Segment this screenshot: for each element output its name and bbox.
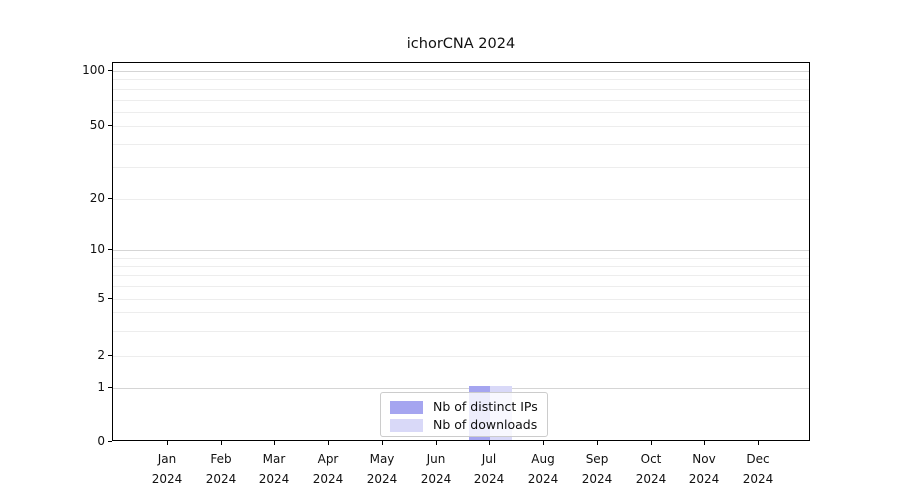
y-tick-mark-10	[108, 249, 112, 250]
legend-item-downloads: Nb of downloads	[390, 416, 539, 434]
y-tick-mark-5	[108, 298, 112, 299]
y-tick-label-100: 100	[82, 63, 105, 77]
gridline-minor-9	[113, 258, 809, 259]
x-tick-label-11: Nov 2024	[688, 452, 720, 486]
y-tick-mark-50	[108, 125, 112, 126]
x-tick-mark-4	[328, 441, 329, 445]
gridline-minor-90	[113, 79, 809, 80]
x-tick-mark-3	[274, 441, 275, 445]
x-tick-mark-8	[543, 441, 544, 445]
x-tick-label-1: Jan 2024	[151, 452, 183, 486]
x-tick-label-5: May 2024	[366, 452, 398, 486]
x-tick-mark-11	[704, 441, 705, 445]
gridline-minor-6	[113, 286, 809, 287]
y-tick-mark-20	[108, 198, 112, 199]
x-tick-label-6: Jun 2024	[420, 452, 452, 486]
y-tick-mark-100	[108, 70, 112, 71]
x-tick-label-12: Dec 2024	[742, 452, 774, 486]
y-tick-mark-1	[108, 387, 112, 388]
gridline-minor-30	[113, 167, 809, 168]
y-tick-mark-0	[108, 441, 112, 442]
y-tick-mark-2	[108, 355, 112, 356]
x-tick-mark-7	[489, 441, 490, 445]
gridline-major-100	[113, 71, 809, 72]
gridline-minor-8	[113, 266, 809, 267]
legend: Nb of distinct IPs Nb of downloads	[380, 392, 548, 437]
chart-title: ichorCNA 2024	[406, 36, 516, 52]
gridline-major-10	[113, 250, 809, 251]
x-tick-label-2: Feb 2024	[205, 452, 237, 486]
y-tick-label-10: 10	[89, 242, 105, 256]
gridline-minor-3	[113, 331, 809, 332]
x-tick-mark-5	[382, 441, 383, 445]
x-tick-mark-9	[597, 441, 598, 445]
gridline-minor-4	[113, 312, 809, 313]
gridline-minor-60	[113, 112, 809, 113]
x-tick-mark-1	[167, 441, 168, 445]
gridline-minor-40	[113, 144, 809, 145]
legend-swatch-downloads	[390, 418, 423, 432]
legend-label-distinct-ips: Nb of distinct IPs	[433, 399, 538, 414]
x-tick-label-9: Sep 2024	[581, 452, 613, 486]
x-tick-label-4: Apr 2024	[312, 452, 344, 486]
y-tick-label-1: 1	[97, 380, 105, 394]
legend-item-distinct-ips: Nb of distinct IPs	[390, 398, 539, 416]
legend-swatch-distinct-ips	[390, 400, 423, 414]
y-tick-label-5: 5	[97, 291, 105, 305]
y-tick-label-50: 50	[89, 118, 105, 132]
gridline-minor-2	[113, 356, 809, 357]
legend-label-downloads: Nb of downloads	[433, 417, 538, 432]
gridline-major-1	[113, 388, 809, 389]
gridline-minor-20	[113, 199, 809, 200]
y-tick-label-2: 2	[97, 348, 105, 362]
x-tick-mark-2	[221, 441, 222, 445]
gridline-minor-70	[113, 100, 809, 101]
x-tick-label-8: Aug 2024	[527, 452, 559, 486]
x-tick-mark-6	[436, 441, 437, 445]
x-tick-label-10: Oct 2024	[635, 452, 667, 486]
y-tick-label-20: 20	[89, 191, 105, 205]
x-tick-label-3: Mar 2024	[258, 452, 290, 486]
gridline-minor-50	[113, 126, 809, 127]
plot-area	[112, 62, 810, 441]
x-tick-label-7: Jul 2024	[473, 452, 505, 486]
y-tick-label-0: 0	[97, 434, 105, 448]
gridline-minor-7	[113, 275, 809, 276]
gridline-minor-5	[113, 299, 809, 300]
x-tick-mark-12	[758, 441, 759, 445]
gridline-minor-80	[113, 89, 809, 90]
x-tick-mark-10	[651, 441, 652, 445]
